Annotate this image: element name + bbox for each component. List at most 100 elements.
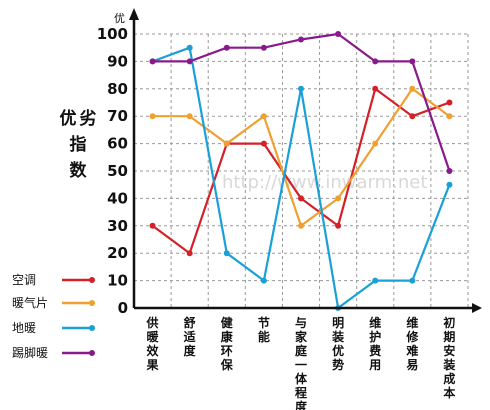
data-point [260,113,267,120]
category-label: 舒适度 [183,315,197,358]
data-point [186,113,193,120]
category-label-char: 庭 [295,343,307,358]
data-point [446,168,453,174]
data-point [149,58,156,65]
category-label-char: 初 [443,315,455,330]
data-point [298,36,304,43]
data-point [149,222,156,229]
category-label-char: 效 [147,343,160,358]
axes [129,8,482,313]
category-label: 节能 [258,315,270,344]
y-tick-label: 70 [107,107,128,125]
data-point [186,44,193,51]
data-point [298,195,304,202]
data-point [335,195,342,202]
category-label-char: 能 [258,329,270,344]
data-point [260,277,267,284]
data-point [186,58,193,65]
legend-swatch-dot [89,300,95,306]
category-label-char: 度 [184,343,197,358]
legend-label: 踢脚暖 [12,345,48,360]
category-label-char: 装 [331,329,344,344]
data-point [409,58,416,65]
category-label-char: 优 [332,343,344,358]
data-point [409,113,416,120]
category-label-char: 明 [332,316,344,330]
category-label-char: 修 [405,329,419,344]
data-point [446,113,453,120]
data-point [298,85,304,92]
y-tick-label: 80 [107,80,128,98]
y-axis-label-char: 指 [70,134,87,155]
x-axis-arrow [472,303,482,313]
y-tick-labels: 0 10 20 30 40 50 60 70 80 90 100 [97,25,128,317]
data-point [409,85,416,92]
legend-label: 暖气片 [12,295,48,310]
y-tick-label: 10 [107,272,128,290]
data-point [335,31,342,37]
category-label-char: 与 [295,316,307,330]
y-axis-top-label: 优 [114,12,125,25]
data-point [260,140,267,147]
data-point [372,58,379,65]
category-label-char: 供 [146,315,159,330]
category-label-char: 暖 [147,329,160,344]
watermark: http://www.inwarm.net [222,172,427,193]
category-label-char: 维 [406,315,418,330]
y-axis-label: 优劣指数 [60,108,97,181]
data-point [149,113,156,120]
data-point [446,99,453,106]
category-label-char: 程 [295,385,307,400]
category-label-char: 用 [368,358,381,372]
y-axis-label-char: 优 [60,108,77,129]
y-axis-label-char: 数 [70,160,88,181]
category-label-char: 费 [369,343,381,358]
data-point [372,277,379,284]
data-point [223,44,230,51]
data-point [372,140,379,147]
data-point [223,250,230,257]
y-tick-label: 30 [107,217,128,235]
category-label-char: 易 [406,358,418,372]
data-point [335,222,342,229]
y-tick-label: 90 [107,52,128,70]
data-point [298,222,304,229]
category-label-char: 安 [443,343,455,358]
category-label-char: 势 [332,357,344,372]
category-label-char: 舒 [183,315,196,330]
y-tick-label: 60 [107,135,128,153]
y-tick-label: 100 [97,25,128,43]
data-point [260,44,267,51]
y-tick-label: 0 [118,299,128,317]
y-axis-label-char: 劣 [80,108,97,129]
legend-swatch-dot [89,325,95,331]
category-label-char: 维 [369,315,381,330]
data-point [372,85,379,92]
data-point [223,140,230,147]
y-axis-arrow [129,8,139,20]
y-tick-label: 20 [107,244,128,262]
data-point [409,277,416,284]
legend-swatch-dot [89,277,95,283]
category-label-char: 护 [369,329,381,344]
legend-label: 空调 [12,273,36,287]
series-layer [149,31,453,311]
category-label-char: 难 [405,343,418,358]
category-label-char: 适 [184,329,196,344]
category-label-char: 本 [443,385,455,400]
category-label-char: 果 [146,358,159,372]
y-tick-label: 50 [107,162,128,180]
category-label-char: 家 [295,329,308,344]
category-label-char: 环 [221,344,233,358]
y-tick-label: 40 [107,189,128,207]
